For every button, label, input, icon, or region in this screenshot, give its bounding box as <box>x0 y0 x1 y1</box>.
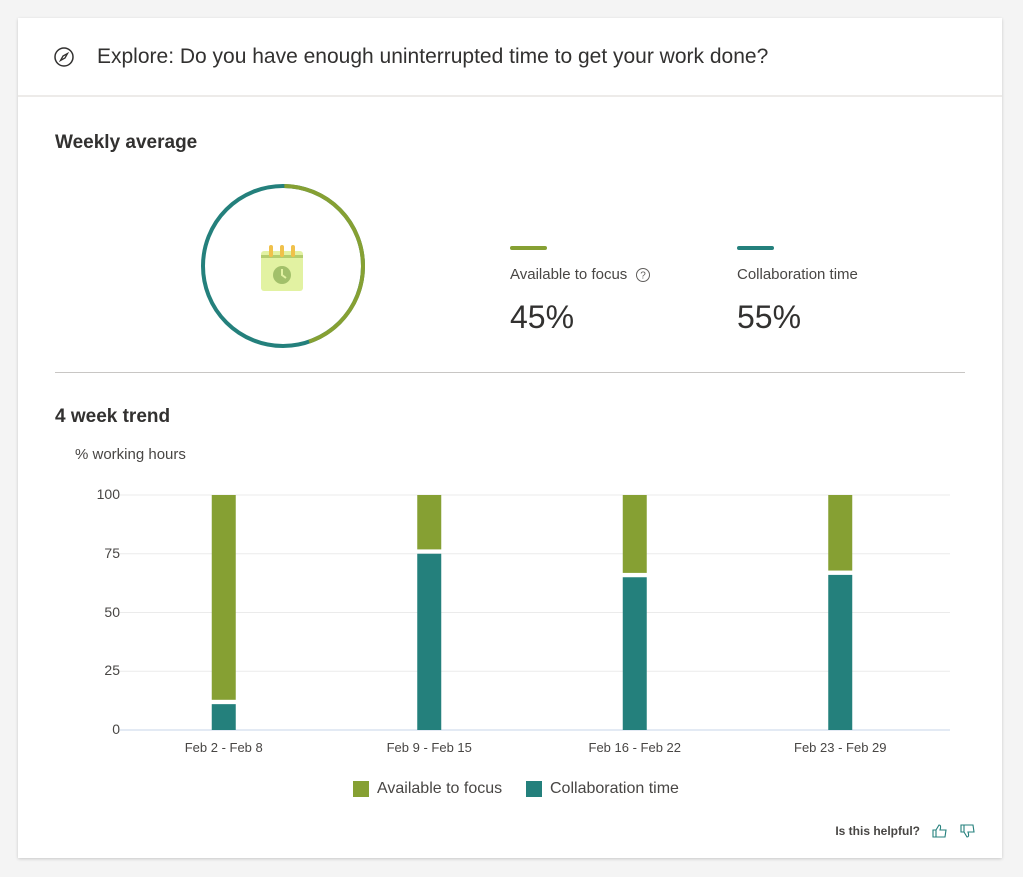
bar-collaboration-time[interactable] <box>622 577 647 730</box>
collab-swatch <box>737 246 774 250</box>
thumbs-up-icon[interactable] <box>932 824 948 838</box>
bar-available-to-focus[interactable] <box>417 495 442 550</box>
insight-card: Explore: Do you have enough uninterrupte… <box>18 18 1002 858</box>
card-title: Explore: Do you have enough uninterrupte… <box>97 44 769 68</box>
bar-collaboration-time[interactable] <box>417 553 442 730</box>
focus-value: 45% <box>510 299 575 335</box>
legend-item-collab[interactable]: Collaboration time <box>526 780 679 798</box>
y-tick-label: 100 <box>96 486 120 502</box>
collab-label: Collaboration time <box>737 266 858 283</box>
legend-swatch-focus <box>353 781 369 797</box>
bar-collaboration-time[interactable] <box>828 574 853 730</box>
legend-swatch-collab <box>526 781 542 797</box>
x-tick-label: Feb 23 - Feb 29 <box>794 740 887 755</box>
x-tick-label: Feb 9 - Feb 15 <box>386 740 472 755</box>
helpful-prompt: Is this helpful? <box>835 824 920 838</box>
svg-text:?: ? <box>641 270 647 281</box>
compass-icon <box>54 46 74 67</box>
legend-collab: Collaboration time 55% <box>737 246 858 336</box>
y-axis-label: % working hours <box>75 446 186 463</box>
focus-label: Available to focus <box>510 266 628 283</box>
legend-item-focus[interactable]: Available to focus <box>353 780 502 798</box>
collab-value: 55% <box>737 299 802 335</box>
y-tick-label: 0 <box>112 721 120 737</box>
bar-available-to-focus[interactable] <box>828 495 853 571</box>
x-tick-label: Feb 16 - Feb 22 <box>588 740 682 755</box>
help-icon[interactable]: ? <box>635 267 651 283</box>
bar-available-to-focus[interactable] <box>622 495 647 573</box>
legend-focus: Available to focus ? 45% <box>510 246 651 336</box>
legend-label: Available to focus <box>377 780 503 797</box>
calendar-clock-icon <box>261 245 303 291</box>
section-divider <box>55 372 965 373</box>
trend-heading: 4 week trend <box>55 406 171 427</box>
chart-plot <box>120 494 950 731</box>
weekly-average-heading: Weekly average <box>55 132 198 153</box>
feedback: Is this helpful? <box>835 824 976 838</box>
weekly-donut <box>201 184 365 348</box>
y-tick-label: 25 <box>104 662 120 679</box>
legend-label: Collaboration time <box>550 780 679 797</box>
card-header: Explore: Do you have enough uninterrupte… <box>18 18 1002 97</box>
thumbs-down-icon[interactable] <box>960 824 976 838</box>
y-tick-label: 75 <box>104 544 120 561</box>
bar-available-to-focus[interactable] <box>211 495 236 700</box>
focus-swatch <box>510 246 547 250</box>
bar-collaboration-time[interactable] <box>211 704 236 730</box>
y-tick-label: 50 <box>104 603 120 620</box>
x-tick-label: Feb 2 - Feb 8 <box>184 740 263 755</box>
